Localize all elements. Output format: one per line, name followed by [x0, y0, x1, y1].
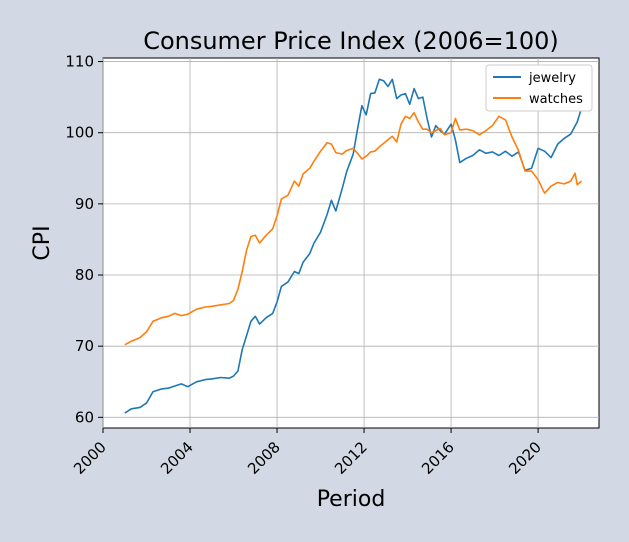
x-tick-label: 2004	[157, 438, 197, 478]
y-axis-title: CPI	[30, 225, 55, 260]
legend: jewelry watches	[485, 64, 593, 112]
chart-title: Consumer Price Index (2006=100)	[143, 27, 559, 55]
y-tick-label: 90	[75, 195, 94, 213]
x-tick-label: 2016	[418, 438, 458, 478]
legend-label-watches: watches	[529, 92, 583, 107]
legend-label-jewelry: jewelry	[528, 71, 576, 86]
x-tick-label: 2012	[331, 438, 371, 478]
x-axis-title: Period	[317, 487, 386, 512]
y-tick-label: 100	[65, 124, 94, 142]
x-tick-label: 2008	[244, 438, 284, 478]
y-tick-label: 110	[65, 53, 94, 71]
y-tick-label: 70	[75, 337, 94, 355]
y-tick-label: 80	[75, 266, 94, 284]
series-line-watches	[124, 112, 583, 346]
grid-lines	[102, 58, 599, 428]
series-layer	[124, 78, 583, 414]
y-tick-label: 60	[75, 408, 94, 426]
x-tick-label: 2000	[70, 438, 110, 478]
x-tick-label: 2020	[505, 438, 545, 478]
series-line-jewelry	[124, 78, 583, 414]
plot-area	[102, 57, 600, 429]
